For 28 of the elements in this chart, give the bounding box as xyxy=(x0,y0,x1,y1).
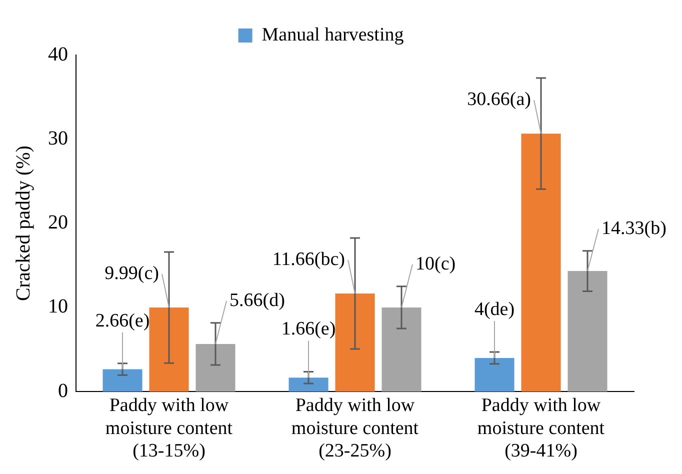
data-label: 5.66(d) xyxy=(230,290,285,311)
bar xyxy=(521,134,561,392)
y-tick-label: 10 xyxy=(48,296,68,318)
data-label: 14.33(b) xyxy=(602,218,666,239)
bar xyxy=(335,293,375,392)
bar xyxy=(102,369,142,392)
x-tick-label: Paddy with low moisture content (23-25%) xyxy=(291,394,420,462)
bar xyxy=(149,308,189,392)
data-label: 4(de) xyxy=(474,299,515,320)
bar xyxy=(474,358,514,392)
y-tick-label: 40 xyxy=(48,43,68,66)
legend-label: Manual harvesting xyxy=(262,24,404,46)
y-tick-label: 20 xyxy=(48,212,68,234)
data-label: 30.66(a) xyxy=(467,89,531,110)
y-tick-label: 30 xyxy=(48,127,68,150)
data-label: 9.99(c) xyxy=(104,262,159,284)
data-label: 1.66(e) xyxy=(281,318,336,340)
bar xyxy=(382,307,422,392)
x-tick-label: Paddy with low moisture content (39-41%) xyxy=(477,394,606,462)
data-label: 2.66(e) xyxy=(95,310,150,332)
y-axis-title: Cracked paddy (%) xyxy=(12,146,34,302)
bar xyxy=(196,344,236,392)
data-label: 10(c) xyxy=(416,253,456,274)
bar xyxy=(288,378,328,392)
data-label: 11.66(bc) xyxy=(272,248,345,270)
x-tick-label: Paddy with low moisture content (13-15%) xyxy=(105,394,234,462)
y-tick-label: 0 xyxy=(58,380,68,402)
bar xyxy=(568,271,608,392)
